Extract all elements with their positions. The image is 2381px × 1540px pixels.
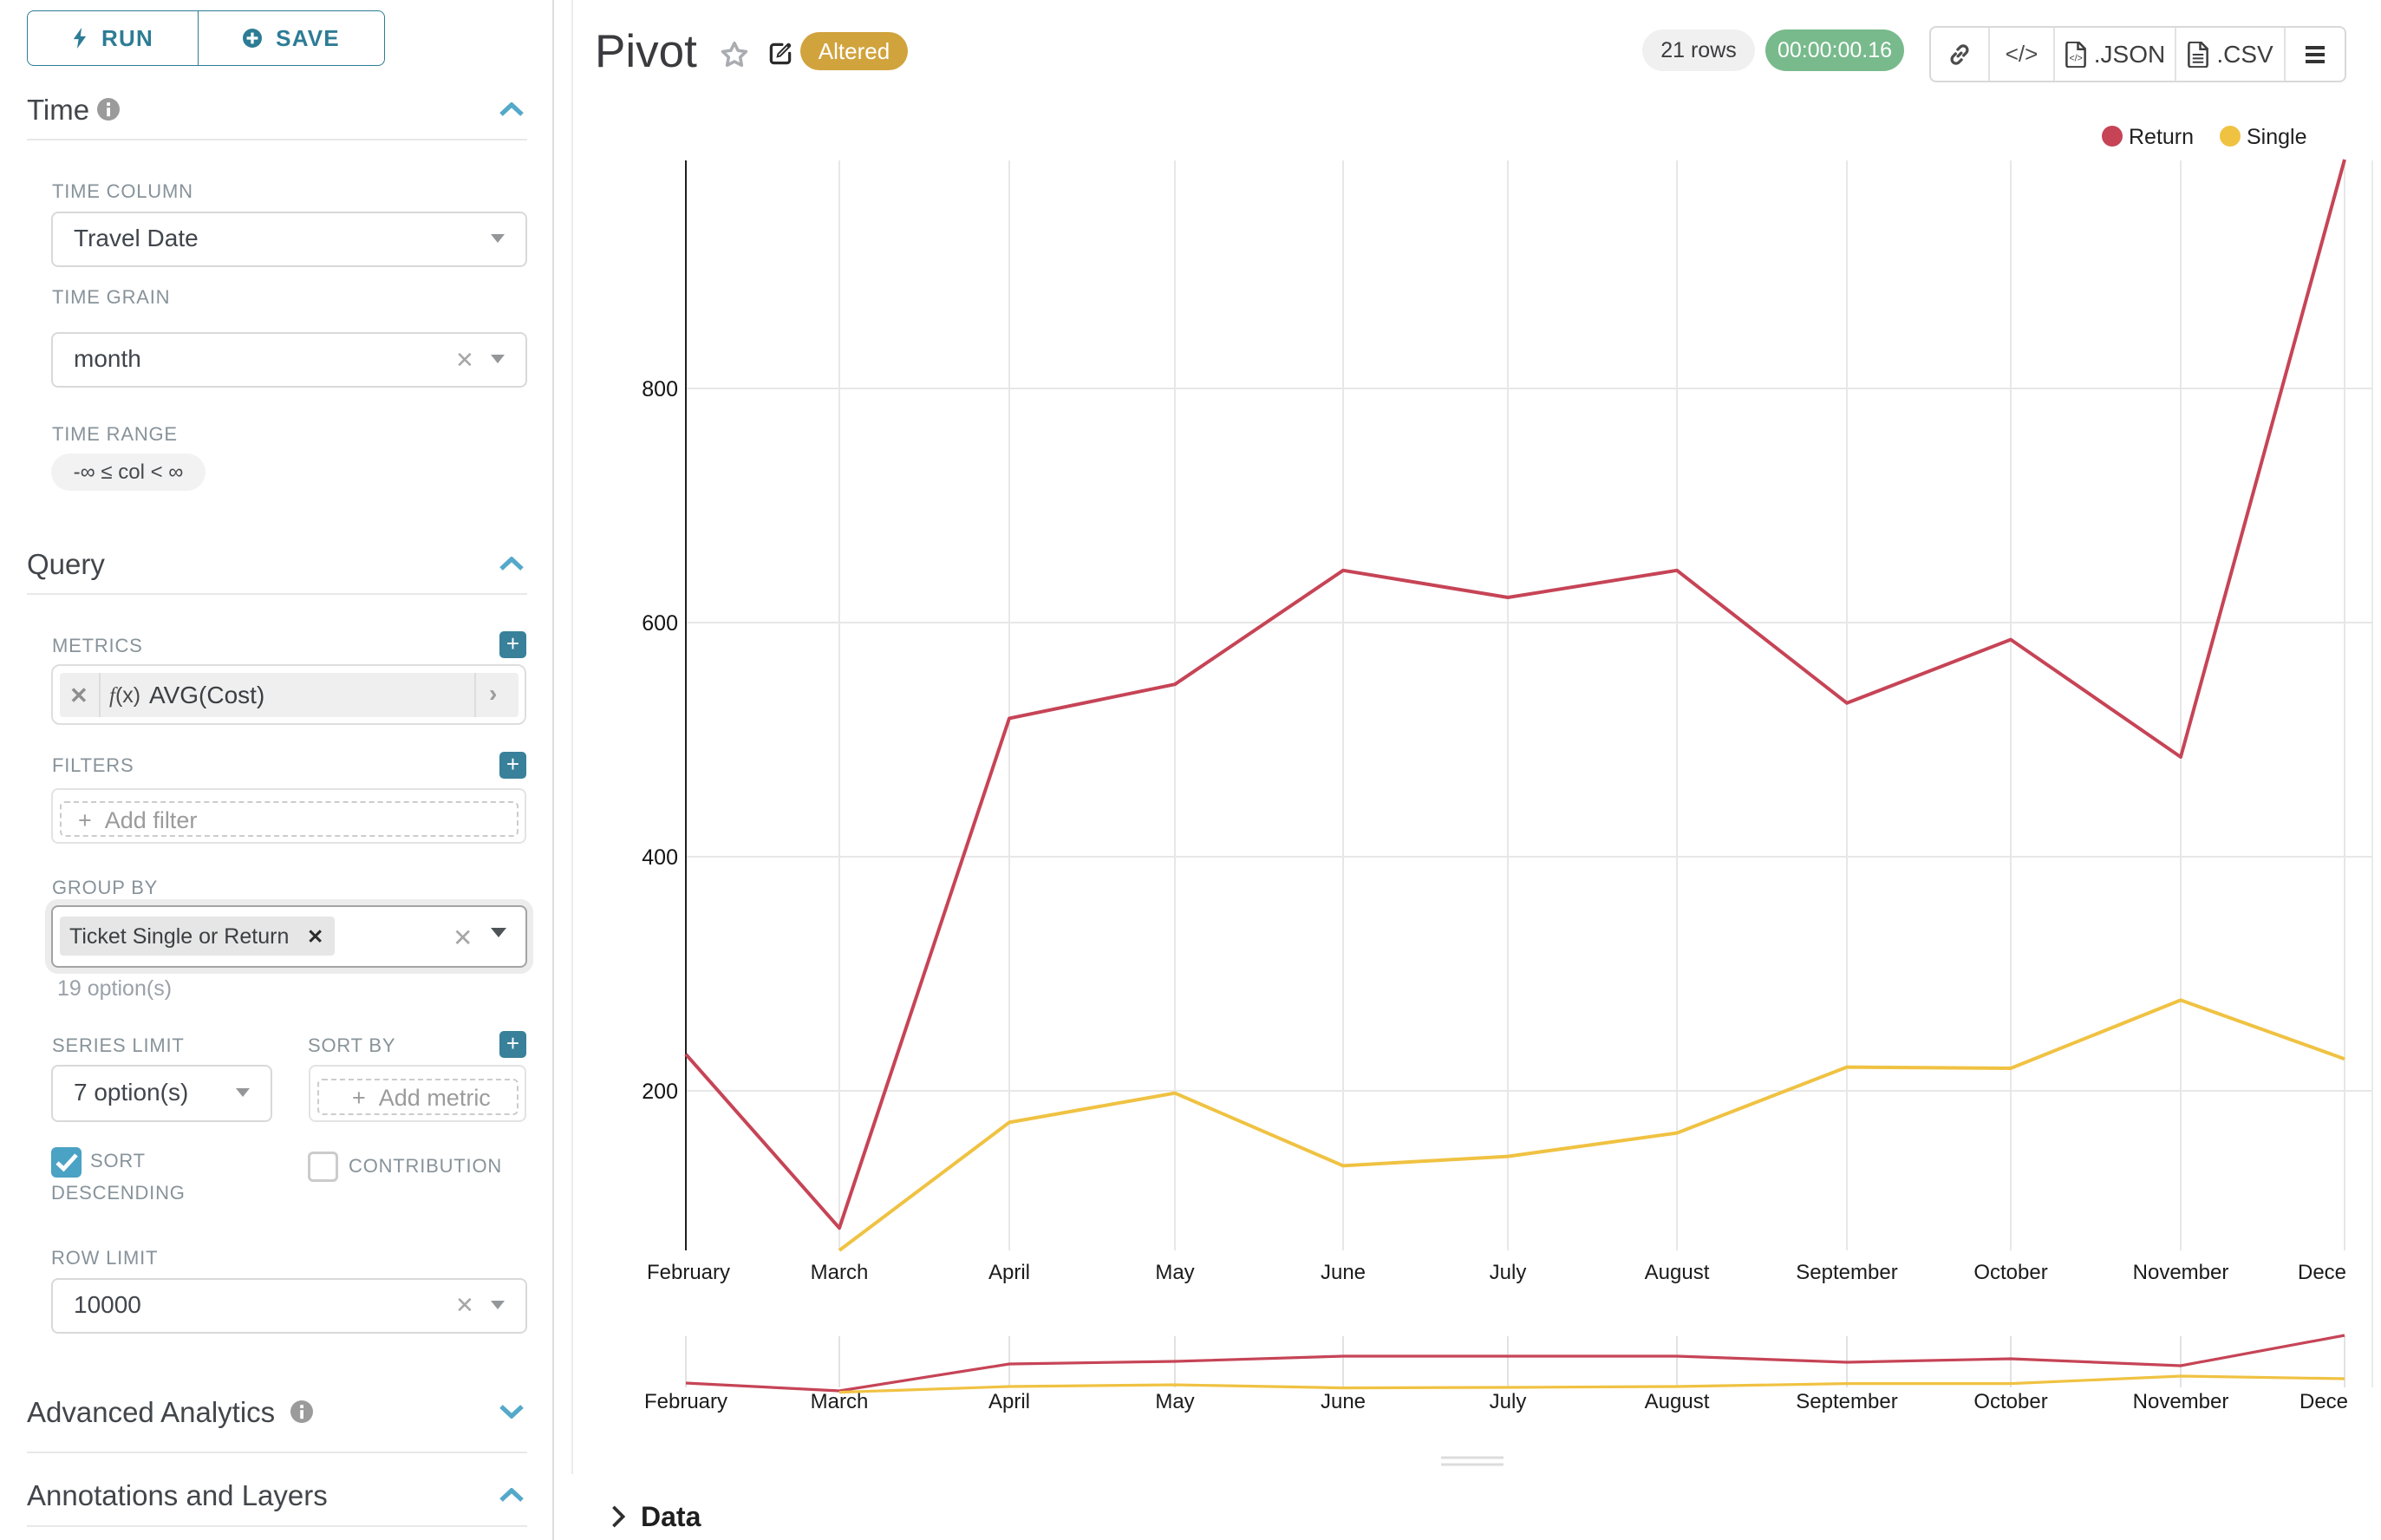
svg-text:September: September	[1796, 1390, 1897, 1413]
svg-text:200: 200	[642, 1080, 678, 1104]
svg-text:April: April	[988, 1261, 1030, 1284]
svg-text:November: November	[2133, 1390, 2229, 1413]
svg-text:</>: </>	[2069, 53, 2082, 63]
svg-text:February: February	[644, 1390, 727, 1413]
svg-text:June: June	[1321, 1390, 1366, 1413]
svg-text:August: August	[1645, 1261, 1710, 1284]
svg-text:October: October	[1973, 1261, 2047, 1284]
svg-text:Dece: Dece	[2298, 1261, 2346, 1284]
svg-text:July: July	[1490, 1261, 1527, 1284]
svg-text:April: April	[988, 1390, 1030, 1413]
svg-text:800: 800	[642, 377, 678, 401]
svg-text:October: October	[1973, 1390, 2047, 1413]
svg-text:March: March	[811, 1261, 869, 1284]
svg-text:May: May	[1155, 1261, 1194, 1284]
svg-text:August: August	[1645, 1390, 1710, 1413]
svg-text:March: March	[811, 1390, 869, 1413]
svg-text:November: November	[2133, 1261, 2229, 1284]
svg-text:February: February	[647, 1261, 730, 1284]
svg-text:June: June	[1321, 1261, 1366, 1284]
svg-text:400: 400	[642, 845, 678, 870]
svg-text:July: July	[1490, 1390, 1527, 1413]
svg-text:May: May	[1155, 1390, 1194, 1413]
svg-text:Dece: Dece	[2299, 1390, 2348, 1413]
svg-text:600: 600	[642, 611, 678, 636]
svg-text:September: September	[1796, 1261, 1897, 1284]
